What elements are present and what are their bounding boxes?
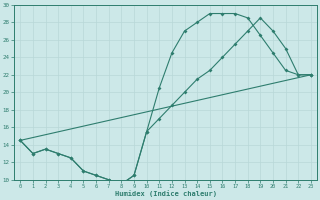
X-axis label: Humidex (Indice chaleur): Humidex (Indice chaleur) — [115, 190, 217, 197]
